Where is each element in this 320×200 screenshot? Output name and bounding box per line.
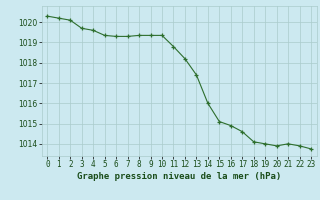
X-axis label: Graphe pression niveau de la mer (hPa): Graphe pression niveau de la mer (hPa) (77, 172, 281, 181)
